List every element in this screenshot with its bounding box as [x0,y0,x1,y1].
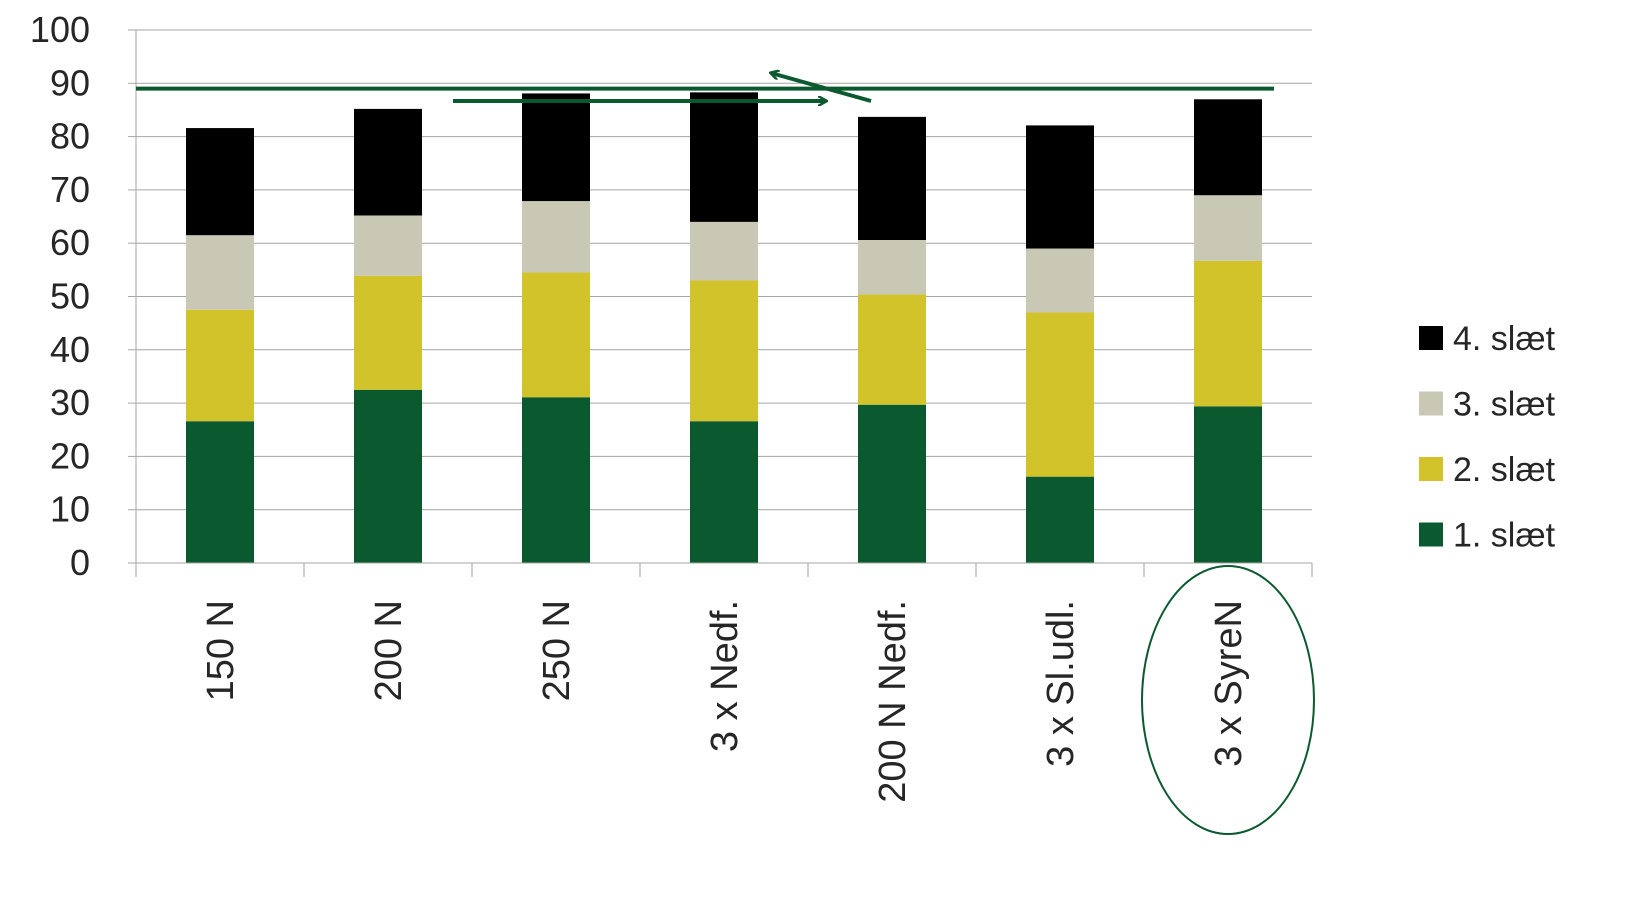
bar-segment-2-2 [354,275,422,390]
bar-segment-4-1 [186,128,254,236]
bar-segment-3-1 [186,235,254,310]
x-tick-labels: 150 N 200 N 250 N 3 x Nedf. 200 N Nedf. 3 x S… [200,600,1250,803]
bars [186,92,1262,563]
legend-swatch [1419,457,1443,481]
y-tick-label: 100 [30,9,90,50]
bar-segment-4-7 [1194,99,1262,196]
x-tick-label: 3 x Sl.udl. [1040,600,1082,767]
y-tick-label: 30 [50,382,90,423]
legend: 4. slæt 3. slæt 2. slæt 1. slæt [1419,320,1556,555]
x-tick-label: 3 x Nedf. [704,600,746,752]
y-tick-labels: 0 10 20 30 40 50 60 70 80 90 100 [30,9,90,583]
y-tick-label: 80 [50,116,90,157]
legend-swatch [1419,391,1443,416]
bar-segment-4-6 [1026,125,1094,249]
bar-segment-1-5 [858,404,926,563]
x-tick-label: 150 N [200,600,242,701]
bar-segment-4-4 [690,92,758,222]
bar-segment-1-3 [522,397,590,563]
annotations [136,73,1315,835]
legend-label: 2. slæt [1453,451,1556,489]
highlight-ellipse [1141,565,1315,835]
bar-segment-1-2 [354,389,422,563]
bar-segment-2-5 [858,294,926,405]
bar-segment-3-4 [690,221,758,281]
legend-swatch [1419,522,1443,547]
y-tick-label: 0 [70,542,90,583]
legend-label: 1. slæt [1453,517,1556,555]
bar-segment-2-6 [1026,312,1094,477]
bar-segment-4-2 [354,108,422,216]
bar-segment-3-3 [522,201,590,273]
bar-segment-1-1 [186,421,254,563]
x-tick-label: 3 x SyreN [1208,600,1250,767]
bar-segment-1-4 [690,421,758,563]
y-tick-label: 20 [50,435,90,476]
bar-segment-4-5 [858,116,926,241]
bar-segment-1-6 [1026,476,1094,563]
bar-segment-4-3 [522,93,590,202]
y-tick-label: 10 [50,489,90,530]
legend-label: 4. slæt [1453,320,1556,358]
bar-segment-2-1 [186,309,254,422]
y-tick-label: 90 [50,62,90,103]
bar-segment-2-3 [522,272,590,398]
legend-label: 3. slæt [1453,386,1556,424]
x-tick-label: 250 N [536,600,578,701]
y-tick-label: 70 [50,169,90,210]
bar-segment-3-7 [1194,195,1262,261]
bar-segment-2-4 [690,280,758,422]
bar-segment-3-6 [1026,248,1094,313]
bar-segment-1-7 [1194,406,1262,563]
x-tick-label: 200 N Nedf. [872,600,914,803]
legend-swatch [1419,326,1443,350]
bar-segment-2-7 [1194,260,1262,407]
arrow-left-up [771,73,872,103]
y-tick-label: 40 [50,329,90,370]
y-tick-label: 50 [50,276,90,317]
axes [128,29,1313,577]
y-tick-label: 60 [50,222,90,263]
x-tick-label: 200 N [368,600,410,701]
bar-segment-3-5 [858,240,926,295]
bar-segment-3-2 [354,215,422,276]
